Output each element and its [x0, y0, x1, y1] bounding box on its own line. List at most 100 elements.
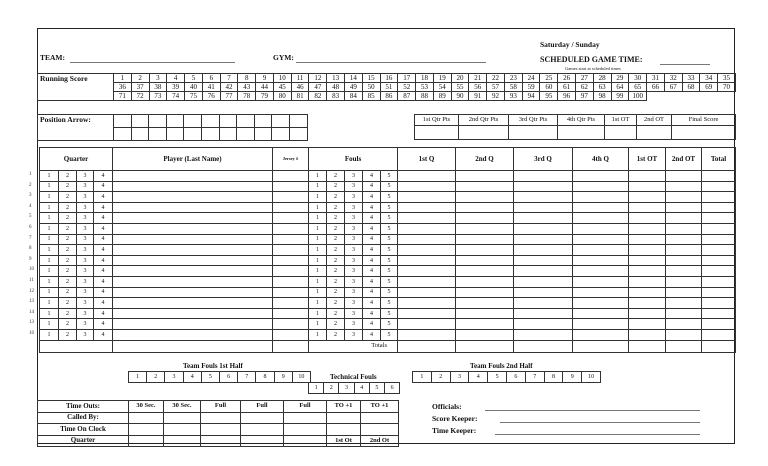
total-field[interactable]	[513, 339, 573, 353]
total-field[interactable]	[665, 339, 702, 353]
timeout-field[interactable]	[163, 434, 201, 447]
first-half-foul[interactable]: 10	[291, 371, 311, 383]
first-half-foul[interactable]: 9	[273, 371, 293, 383]
first-half-foul[interactable]: 5	[200, 371, 220, 383]
position-arrow-cell[interactable]	[253, 127, 273, 141]
position-arrow-cell[interactable]	[183, 127, 202, 141]
running-score-cell[interactable]: 76	[201, 91, 221, 101]
running-score-cell[interactable]: 81	[290, 91, 310, 101]
running-score-cell[interactable]: 79	[255, 91, 274, 101]
running-score-cell[interactable]: 91	[468, 91, 488, 101]
first-half-foul[interactable]: 1	[128, 371, 148, 383]
second-half-foul[interactable]: 6	[506, 371, 526, 383]
running-score-cell[interactable]: 71	[113, 91, 132, 101]
total-field[interactable]	[572, 339, 629, 353]
second-half-foul[interactable]: 8	[543, 371, 564, 383]
running-score-cell[interactable]: 75	[184, 91, 203, 101]
second-half-foul[interactable]: 9	[562, 371, 583, 383]
first-half-foul[interactable]: 7	[237, 371, 257, 383]
timeout-field[interactable]: 2nd Ot	[360, 434, 399, 447]
timeout-field[interactable]	[283, 434, 327, 447]
second-half-foul[interactable]: 2	[430, 371, 451, 383]
running-score-cell[interactable]: 94	[521, 91, 541, 101]
position-arrow-cell[interactable]	[148, 127, 167, 141]
quarter-points-field[interactable]	[557, 125, 605, 140]
position-arrow-cell[interactable]	[165, 114, 185, 128]
quarter-points-field[interactable]	[604, 125, 637, 140]
position-arrow-cell[interactable]	[289, 127, 308, 141]
position-arrow-cell[interactable]	[165, 127, 185, 141]
first-half-foul[interactable]: 2	[146, 371, 166, 383]
technical-foul[interactable]: 4	[353, 382, 370, 394]
running-score-cell[interactable]: 95	[539, 91, 559, 101]
game-time-field[interactable]	[660, 64, 710, 65]
second-half-foul[interactable]: 3	[449, 371, 470, 383]
quarter-points-field[interactable]	[414, 125, 459, 140]
running-score-cell[interactable]: 86	[379, 91, 399, 101]
running-score-cell[interactable]: 90	[450, 91, 470, 101]
position-arrow-cell[interactable]	[289, 114, 308, 128]
running-score-cell[interactable]: 69	[699, 82, 719, 92]
position-arrow-cell[interactable]	[113, 114, 132, 128]
position-arrow-cell[interactable]	[201, 127, 220, 141]
first-half-foul[interactable]: 3	[164, 371, 184, 383]
technical-foul[interactable]: 5	[368, 382, 385, 394]
running-score-cell[interactable]: 100	[628, 91, 648, 101]
technical-foul[interactable]: 2	[323, 382, 340, 394]
total-field[interactable]	[701, 339, 736, 353]
position-arrow-cell[interactable]	[148, 114, 167, 128]
quarter-points-field[interactable]	[671, 125, 736, 140]
running-score-cell[interactable]: 83	[326, 91, 345, 101]
position-arrow-cell[interactable]	[113, 127, 132, 141]
running-score-cell[interactable]: 98	[592, 91, 612, 101]
running-score-cell[interactable]: 96	[557, 91, 577, 101]
timeout-field[interactable]	[128, 434, 164, 447]
second-half-foul[interactable]: 10	[581, 371, 601, 383]
running-score-cell[interactable]: 67	[663, 82, 683, 92]
total-field[interactable]	[397, 339, 456, 353]
running-score-cell[interactable]: 92	[486, 91, 505, 101]
gym-field[interactable]	[296, 62, 486, 63]
running-score-cell[interactable]: 97	[575, 91, 594, 101]
running-score-cell[interactable]: 87	[397, 91, 417, 101]
position-arrow-cell[interactable]	[271, 114, 290, 128]
position-arrow-cell[interactable]	[130, 114, 150, 128]
score-keeper-field[interactable]	[500, 422, 700, 423]
time-keeper-field[interactable]	[495, 434, 700, 435]
team-field[interactable]	[70, 62, 235, 63]
second-half-foul[interactable]: 7	[524, 371, 545, 383]
position-arrow-cell[interactable]	[271, 127, 290, 141]
position-arrow-cell[interactable]	[130, 127, 150, 141]
quarter-points-field[interactable]	[508, 125, 558, 140]
timeout-field[interactable]	[200, 434, 241, 447]
running-score-cell[interactable]: 68	[681, 82, 701, 92]
technical-foul[interactable]: 3	[338, 382, 355, 394]
running-score-cell[interactable]: 66	[646, 82, 665, 92]
first-half-foul[interactable]: 6	[219, 371, 239, 383]
position-arrow-cell[interactable]	[218, 114, 238, 128]
running-score-cell[interactable]: 85	[361, 91, 381, 101]
second-half-foul[interactable]: 5	[487, 371, 507, 383]
technical-foul[interactable]: 1	[308, 382, 325, 394]
running-score-cell[interactable]: 74	[166, 91, 186, 101]
running-score-cell[interactable]: 70	[717, 82, 736, 92]
running-score-cell[interactable]: 82	[308, 91, 328, 101]
total-field[interactable]	[628, 339, 666, 353]
quarter-points-field[interactable]	[458, 125, 509, 140]
running-score-cell[interactable]: 88	[415, 91, 434, 101]
running-score-cell[interactable]: 77	[219, 91, 239, 101]
quarter-points-field[interactable]	[636, 125, 672, 140]
first-half-foul[interactable]: 8	[255, 371, 275, 383]
timeout-field[interactable]	[240, 434, 284, 447]
running-score-cell[interactable]: 73	[148, 91, 168, 101]
technical-foul[interactable]: 6	[384, 382, 401, 394]
position-arrow-cell[interactable]	[201, 114, 220, 128]
position-arrow-cell[interactable]	[253, 114, 273, 128]
position-arrow-cell[interactable]	[218, 127, 238, 141]
running-score-cell[interactable]: 80	[272, 91, 292, 101]
running-score-cell[interactable]: 78	[237, 91, 257, 101]
running-score-cell[interactable]: 84	[344, 91, 363, 101]
officials-field[interactable]	[485, 410, 700, 411]
running-score-cell[interactable]: 99	[610, 91, 630, 101]
position-arrow-cell[interactable]	[236, 127, 255, 141]
